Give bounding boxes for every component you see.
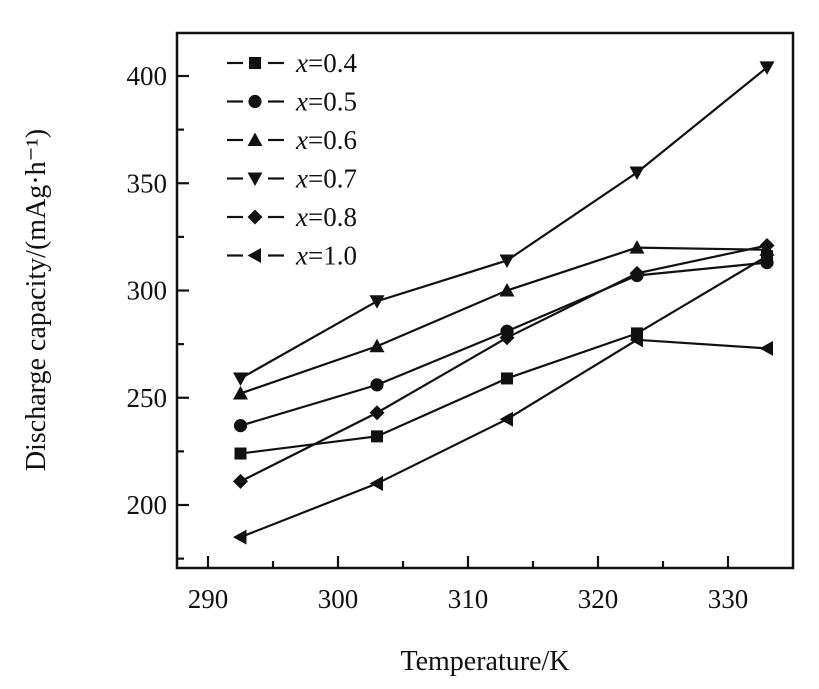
data-point [369,476,383,492]
legend-marker [247,132,263,146]
data-point [629,240,645,254]
data-point [234,447,247,460]
data-point [369,405,385,421]
axis-ticks: 290 300 310 320 330 200 250 300 350 400 [127,61,749,614]
data-point [501,372,513,385]
data-point [759,61,775,75]
x-tick-label: 330 [708,584,749,614]
legend: x=0.4 x=0.5 x=0.6 x=0.7 x=0.8 x=1.0 [227,48,357,271]
x-axis-title: Temperature/K [400,646,569,677]
data-point [759,237,775,253]
legend-marker [247,248,261,263]
data-point [233,473,248,489]
data-point [629,166,645,181]
data-point [499,411,513,427]
y-tick-label: 300 [127,276,168,306]
legend-item: x=0.8 [227,202,357,232]
x-tick-label: 300 [318,584,359,614]
y-tick-label: 200 [127,490,168,520]
legend-marker [249,57,261,69]
series-layer [233,61,775,545]
legend-item: x=0.5 [227,87,357,117]
series-line [240,244,768,483]
series-x=0.4 [234,250,773,460]
legend-label: x=0.6 [295,125,357,155]
series-x=0.8 [233,237,775,489]
legend-marker [248,94,262,109]
data-point [369,295,385,309]
x-tick-label: 290 [188,584,229,614]
data-point [233,419,248,433]
legend-marker [247,172,263,186]
data-point [759,340,773,356]
data-point [499,330,515,346]
series-x=0.7 [233,61,775,386]
data-point [760,256,774,270]
data-point [499,283,515,297]
data-point [233,372,248,386]
legend-item: x=1.0 [227,241,357,271]
y-tick-label: 350 [127,168,168,198]
legend-label: x=0.7 [295,164,357,194]
series-line [240,338,768,539]
legend-label: x=0.5 [295,87,357,117]
data-point [629,332,643,348]
legend-marker [247,209,263,225]
data-point [233,529,247,545]
y-tick-label: 250 [127,383,168,413]
legend-item: x=0.4 [227,48,357,78]
legend-label: x=0.4 [295,48,357,78]
x-tick-label: 320 [578,584,619,614]
legend-label: x=0.8 [295,202,357,232]
data-point [629,265,645,281]
y-axis-title: Discharge capacity/(mAg·h⁻¹) [21,129,52,471]
data-point [370,378,384,392]
legend-label: x=1.0 [295,241,357,271]
series-line [240,255,768,455]
data-point [233,385,248,400]
series-x=1.0 [233,332,773,545]
y-tick-label: 400 [127,61,168,91]
legend-item: x=0.6 [227,125,357,155]
data-point [371,430,383,443]
legend-item: x=0.7 [227,164,357,194]
data-point [499,254,515,268]
plot-frame [175,31,795,570]
data-point [369,338,385,353]
x-tick-label: 310 [448,584,489,614]
series-x=0.6 [233,240,775,400]
